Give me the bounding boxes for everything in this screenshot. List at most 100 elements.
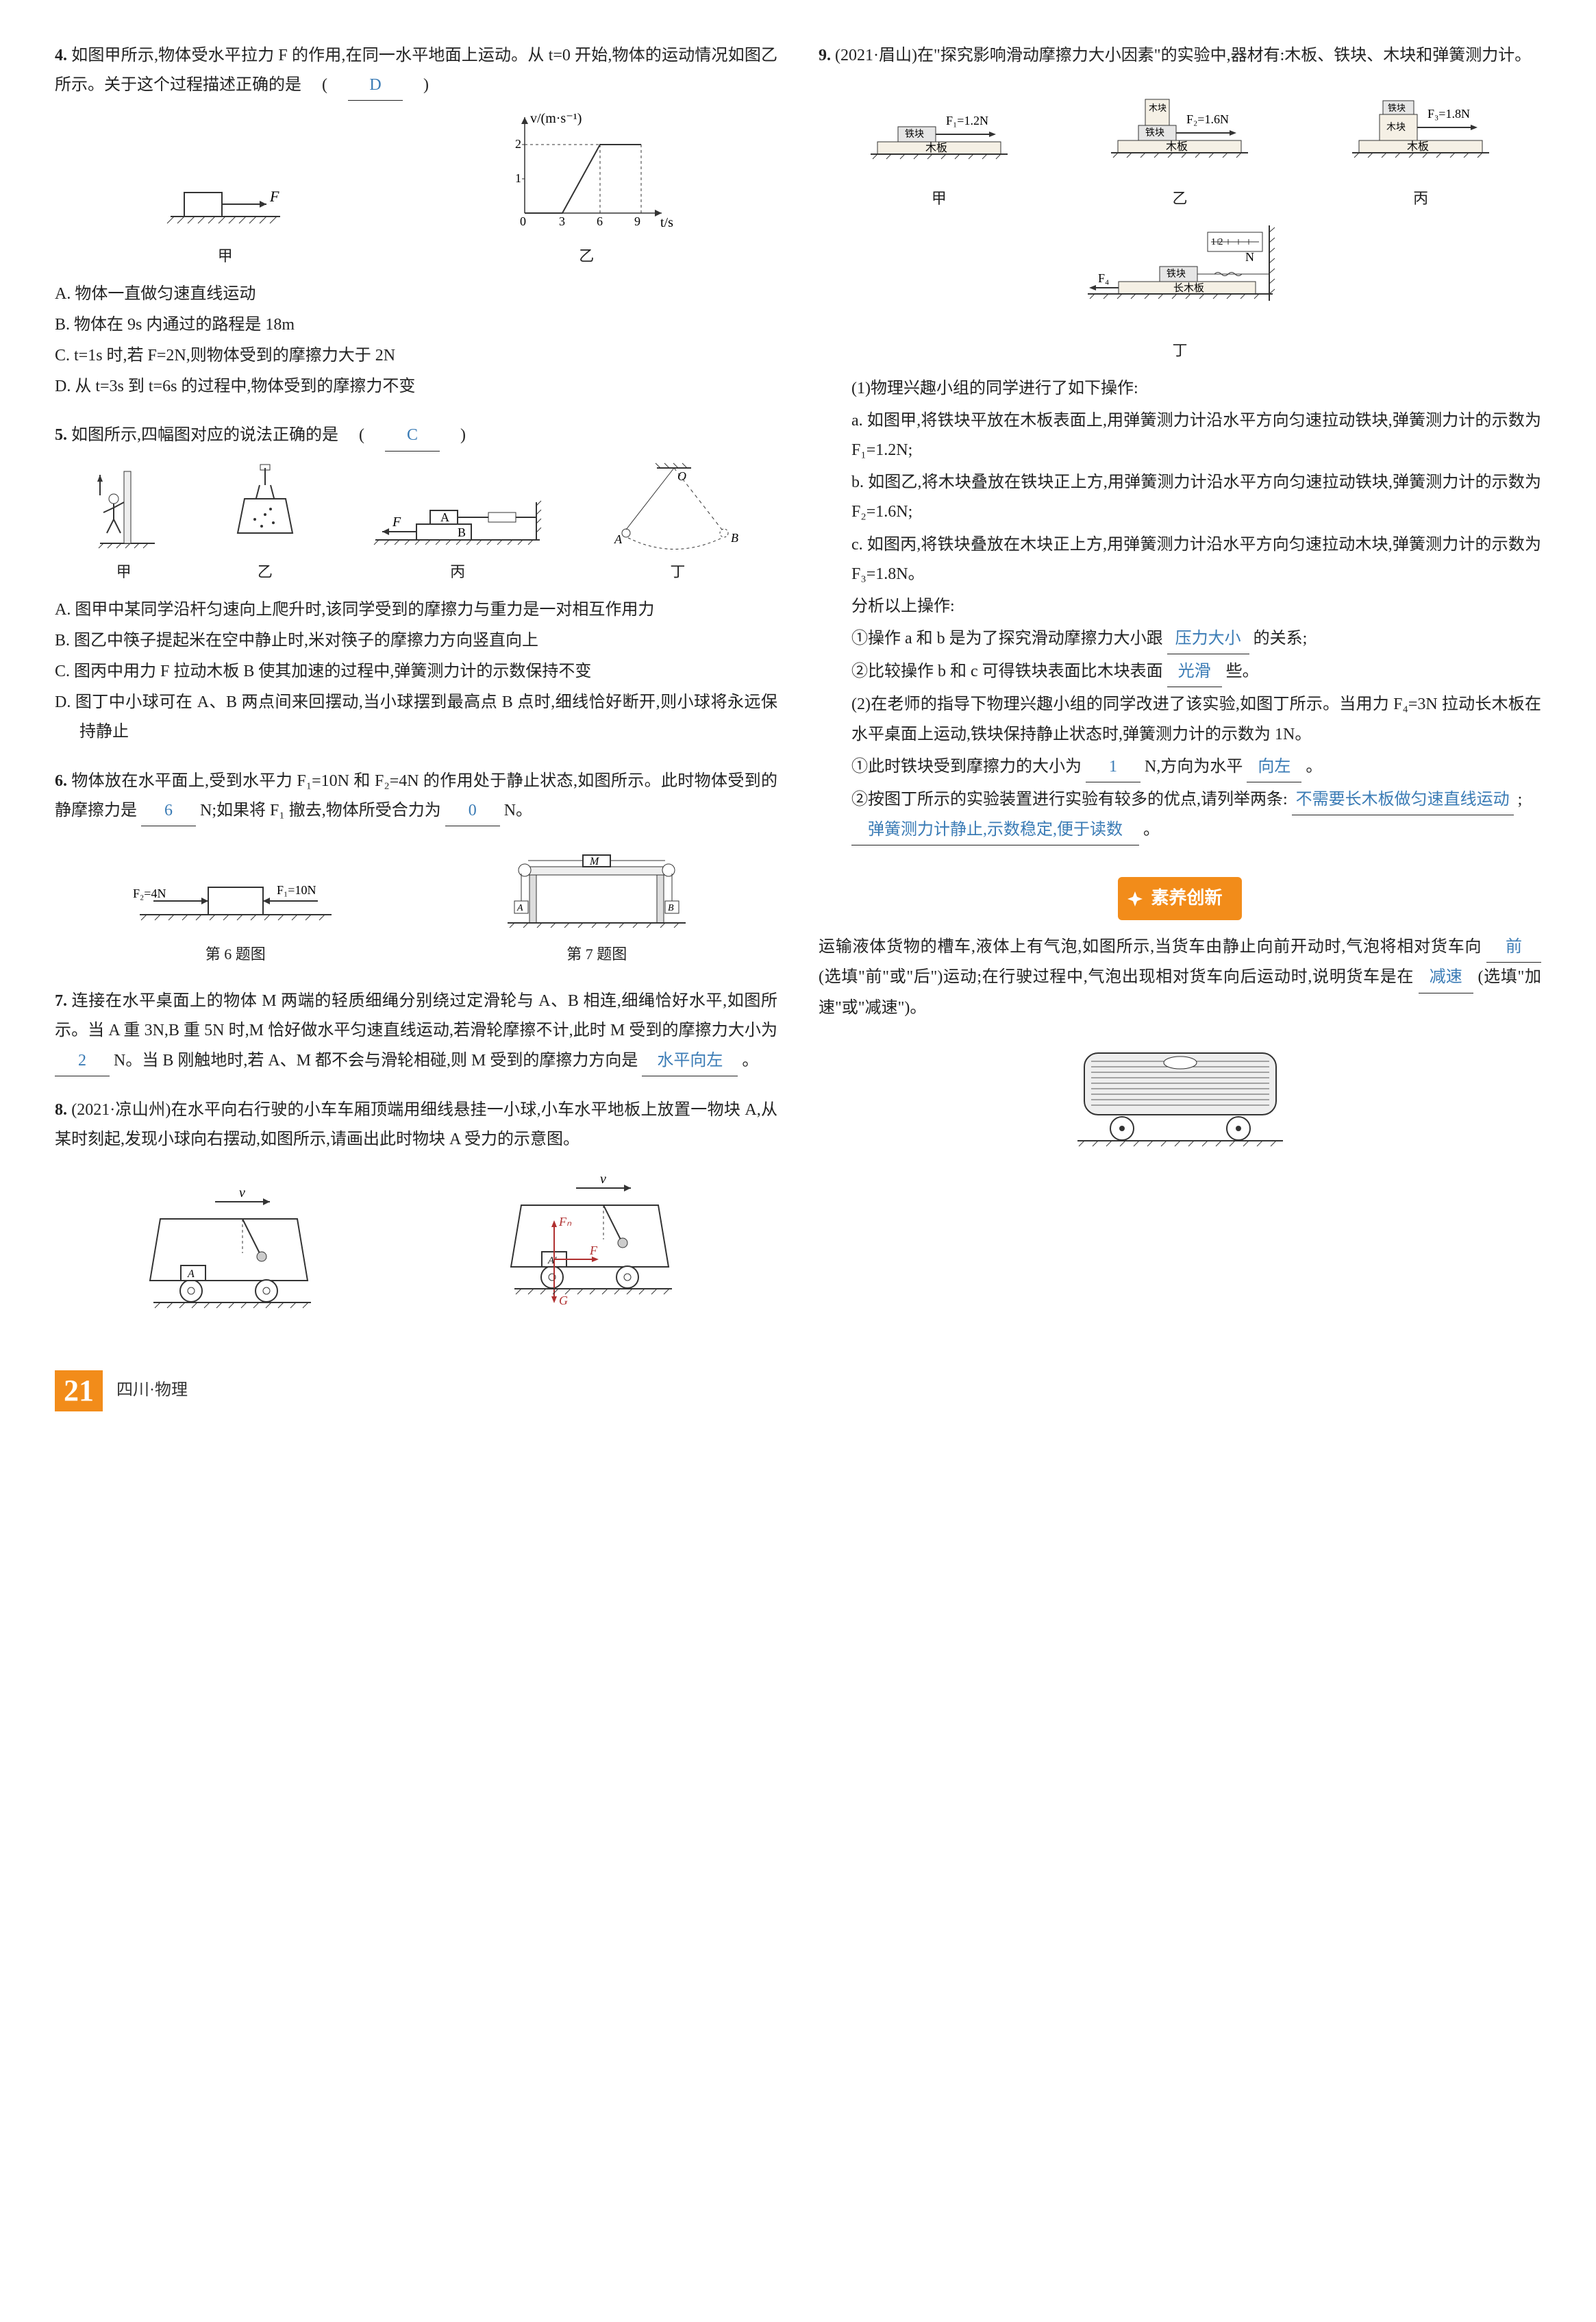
q9-p2-q2: ②按图丁所示的实验装置进行实验有较多的优点,请列举两条: 不需要长木板做匀速直线…	[819, 785, 1541, 845]
q9-p1-analyse: 分析以上操作:	[819, 592, 1541, 621]
q9-p1-a: a. 如图甲,将铁块平放在木板表面上,用弹簧测力计沿水平方向匀速拉动铁块,弹簧测…	[819, 406, 1541, 465]
q9-p2-q1-ans2: 向左	[1247, 752, 1301, 782]
q4-opt-a: A. 物体一直做匀速直线运动	[55, 280, 777, 309]
q7-cap: 第 7 题图	[487, 941, 706, 968]
svg-text:B: B	[731, 531, 738, 545]
q9-p1-b: b. 如图乙,将木块叠放在铁块正上方,用弹簧测力计沿水平方向匀速拉动铁块,弹簧测…	[819, 468, 1541, 527]
svg-text:F₁=10N: F₁=10N	[277, 883, 316, 897]
q6-ans2: 0	[445, 796, 500, 826]
svg-text:铁块: 铁块	[1167, 269, 1186, 280]
q5-cap0: 甲	[86, 558, 162, 586]
q8-stem: (2021·凉山州)在水平向右行驶的小车车厢顶端用细线悬挂一小球,小车水平地板上…	[55, 1101, 777, 1148]
svg-text:铁块: 铁块	[905, 129, 924, 140]
sparkle-icon	[1126, 890, 1144, 908]
q4-number: 4.	[55, 47, 67, 64]
question-5: 5. 如图所示,四幅图对应的说法正确的是 ( C ) 甲	[55, 421, 777, 747]
q5-figure: 甲 乙 B A	[55, 461, 777, 586]
q4-cap-right: 乙	[497, 243, 675, 270]
svg-text:木块: 木块	[1386, 122, 1406, 133]
question-9: 9. (2021·眉山)在"探究影响滑动摩擦力大小因素"的实验中,器材有:木板、…	[819, 41, 1541, 845]
question-innovation: 运输液体货物的槽车,液体上有气泡,如图所示,当货车由静止向前开动时,气泡将相对货…	[819, 932, 1541, 1157]
q7-stem-c: 。	[742, 1052, 758, 1070]
q5-answer: C	[385, 421, 440, 451]
q6-cap: 第 6 题图	[126, 941, 345, 968]
q5-stem: 如图所示,四幅图对应的说法正确的是	[71, 426, 338, 444]
svg-text:铁块: 铁块	[1145, 127, 1164, 138]
svg-text:F₂=1.6N: F₂=1.6N	[1186, 112, 1229, 126]
q5-opt-b: B. 图乙中筷子提起米在空中静止时,米对筷子的摩擦力方向竖直向上	[55, 626, 777, 656]
q9-number: 9.	[819, 47, 831, 64]
q9-p1-q1: ①操作 a 和 b 是为了探究滑动摩擦力大小跟 压力大小 的关系;	[819, 624, 1541, 654]
svg-text:木板: 木板	[925, 142, 947, 154]
q4-opt-b: B. 物体在 9s 内通过的路程是 18m	[55, 310, 777, 340]
q9-p1-q2: ②比较操作 b 和 c 可得铁块表面比木块表面 光滑 些。	[819, 657, 1541, 687]
question-8: 8. (2021·凉山州)在水平向右行驶的小车车厢顶端用细线悬挂一小球,小车水平…	[55, 1096, 777, 1324]
svg-text:6: 6	[597, 214, 603, 228]
q6-stem-c: N。	[504, 802, 532, 819]
q4-cap-left: 甲	[157, 243, 294, 270]
q9-stem: (2021·眉山)在"探究影响滑动摩擦力大小因素"的实验中,器材有:木板、铁块、…	[835, 47, 1531, 64]
q-last-ans1: 前	[1486, 932, 1541, 963]
svg-text:F: F	[269, 188, 279, 205]
q5-opt-a: A. 图甲中某同学沿杆匀速向上爬升时,该同学受到的摩擦力与重力是一对相互作用力	[55, 595, 777, 625]
svg-text:M: M	[589, 856, 600, 867]
svg-text:N: N	[1245, 250, 1254, 264]
svg-text:A': A'	[547, 1255, 557, 1266]
q9-p2-q2-ans2: 弹簧测力计静止,示数稳定,便于读数	[851, 815, 1139, 845]
q-last-stem-a: 运输液体货物的槽车,液体上有气泡,如图所示,当货车由静止向前开动时,气泡将相对货…	[819, 938, 1482, 956]
q8-number: 8.	[55, 1101, 67, 1119]
svg-text:Fₙ: Fₙ	[558, 1215, 572, 1228]
svg-text:木块: 木块	[1149, 103, 1167, 113]
svg-text:B: B	[458, 526, 466, 539]
svg-text:v: v	[239, 1185, 245, 1200]
q9-p2-q1-ans1: 1	[1086, 752, 1140, 782]
svg-text:长木板: 长木板	[1173, 282, 1204, 294]
q9-figure: 木板 铁块 F₁=1.2N 甲 木板 铁块 木块 F₂	[819, 80, 1541, 364]
q6-number: 6.	[55, 772, 67, 790]
svg-text:9: 9	[634, 214, 640, 228]
q6-figure: F₂=4N F₁=10N 第 6 题图 M A B	[55, 836, 777, 967]
q9-cap4: 丁	[1077, 337, 1283, 365]
q4-figure: F 甲 v/(m·s⁻¹) t/s 1 2 0 3 6 9	[55, 110, 777, 269]
svg-text:1: 1	[515, 171, 521, 185]
q4-opt-d: D. 从 t=3s 到 t=6s 的过程中,物体受到的摩擦力不变	[55, 372, 777, 402]
footer-text: 四川·物理	[116, 1376, 188, 1405]
q6-stem-b: N;如果将 F₁ 撤去,物体所受合力为	[200, 802, 441, 819]
svg-text:F₃=1.8N: F₃=1.8N	[1427, 107, 1470, 121]
q7-number: 7.	[55, 992, 67, 1010]
q9-cap3: 丙	[1332, 185, 1510, 212]
svg-text:铁块: 铁块	[1388, 103, 1406, 113]
page-footer: 21 四川·物理	[55, 1370, 1541, 1411]
svg-text:F: F	[589, 1244, 598, 1257]
svg-text:木板: 木板	[1166, 140, 1188, 153]
svg-text:F₄: F₄	[1098, 271, 1109, 285]
q5-cap2: 丙	[369, 558, 547, 586]
q9-p2-intro: (2)在老师的指导下物理兴趣小组的同学改进了该实验,如图丁所示。当用力 F₄=3…	[819, 690, 1541, 749]
q7-stem-a: 连接在水平桌面上的物体 M 两端的轻质细绳分别绕过定滑轮与 A、B 相连,细绳恰…	[55, 992, 777, 1039]
q6-ans1: 6	[141, 796, 196, 826]
q8-figure: A v A' Fₙ	[55, 1164, 777, 1324]
q9-p1-q1-ans: 压力大小	[1167, 624, 1249, 654]
svg-text:O: O	[677, 469, 686, 483]
svg-text:木板: 木板	[1407, 140, 1429, 153]
q-last-ans2: 减速	[1419, 963, 1473, 993]
svg-text:F₂=4N: F₂=4N	[133, 887, 166, 900]
svg-text:A: A	[516, 903, 523, 913]
q4-answer: D	[348, 71, 403, 101]
svg-text:A: A	[187, 1268, 195, 1280]
q5-opt-c: C. 图丙中用力 F 拉动木板 B 使其加速的过程中,弹簧测力计的示数保持不变	[55, 657, 777, 687]
q9-p2-q1: ①此时铁块受到摩擦力的大小为 1 N,方向为水平 向左 。	[819, 752, 1541, 782]
question-6: 6. 物体放在水平面上,受到水平力 F₁=10N 和 F₂=4N 的作用处于静止…	[55, 767, 777, 968]
svg-text:0: 0	[520, 214, 526, 228]
q7-stem-b: N。当 B 刚触地时,若 A、M 都不会与滑轮相碰,则 M 受到的摩擦力方向是	[114, 1052, 638, 1070]
q9-cap2: 乙	[1090, 185, 1269, 212]
svg-text:3: 3	[559, 214, 565, 228]
q-last-figure	[819, 1033, 1541, 1158]
question-4: 4. 如图甲所示,物体受水平拉力 F 的作用,在同一水平地面上运动。从 t=0 …	[55, 41, 777, 402]
q9-p1-q2-ans: 光滑	[1167, 657, 1222, 687]
q7-ans1: 2	[55, 1046, 110, 1076]
svg-text:A: A	[614, 532, 623, 546]
svg-text:v: v	[600, 1172, 606, 1187]
pill-label: 素养创新	[1151, 882, 1222, 915]
svg-text:G: G	[559, 1294, 568, 1307]
